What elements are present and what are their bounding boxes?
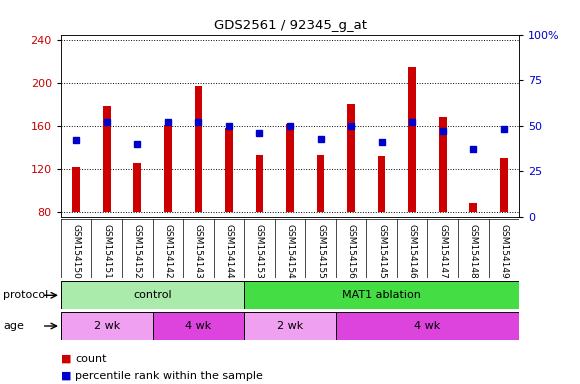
Text: GSM154156: GSM154156 <box>347 223 356 278</box>
Bar <box>61 312 153 340</box>
Bar <box>225 128 233 212</box>
Text: GSM154149: GSM154149 <box>499 223 508 278</box>
Text: GSM154143: GSM154143 <box>194 223 203 278</box>
Bar <box>347 104 355 212</box>
Text: GSM154150: GSM154150 <box>72 223 81 278</box>
Text: ■: ■ <box>61 371 71 381</box>
Text: percentile rank within the sample: percentile rank within the sample <box>75 371 263 381</box>
Text: GSM154152: GSM154152 <box>133 223 142 278</box>
Text: age: age <box>3 321 24 331</box>
Text: GSM154154: GSM154154 <box>285 223 295 278</box>
Bar <box>317 155 324 212</box>
Text: protocol: protocol <box>3 290 48 300</box>
Bar <box>133 163 141 212</box>
Bar <box>244 281 519 309</box>
Bar <box>153 312 244 340</box>
Bar <box>408 67 416 212</box>
Bar <box>469 203 477 212</box>
Text: MAT1 ablation: MAT1 ablation <box>342 290 421 300</box>
Bar <box>103 106 111 212</box>
Text: 4 wk: 4 wk <box>414 321 441 331</box>
Text: 2 wk: 2 wk <box>93 321 120 331</box>
Text: GSM154145: GSM154145 <box>377 223 386 278</box>
Text: 2 wk: 2 wk <box>277 321 303 331</box>
Text: GSM154153: GSM154153 <box>255 223 264 278</box>
Text: GSM154148: GSM154148 <box>469 223 478 278</box>
Text: count: count <box>75 354 107 364</box>
Text: 4 wk: 4 wk <box>185 321 212 331</box>
Text: GSM154155: GSM154155 <box>316 223 325 278</box>
Text: control: control <box>133 290 172 300</box>
Text: GSM154144: GSM154144 <box>224 223 233 278</box>
Bar <box>244 312 336 340</box>
Bar <box>336 312 519 340</box>
Text: ■: ■ <box>61 354 71 364</box>
Bar <box>378 156 386 212</box>
Title: GDS2561 / 92345_g_at: GDS2561 / 92345_g_at <box>213 19 367 32</box>
Text: GSM154147: GSM154147 <box>438 223 447 278</box>
Bar <box>286 124 294 212</box>
Bar <box>61 281 244 309</box>
Text: GSM154151: GSM154151 <box>102 223 111 278</box>
Text: GSM154146: GSM154146 <box>408 223 416 278</box>
Bar <box>194 86 202 212</box>
Bar <box>500 158 508 212</box>
Bar <box>439 117 447 212</box>
Bar <box>256 155 263 212</box>
Bar <box>72 167 80 212</box>
Bar <box>164 125 172 212</box>
Text: GSM154142: GSM154142 <box>164 223 172 278</box>
